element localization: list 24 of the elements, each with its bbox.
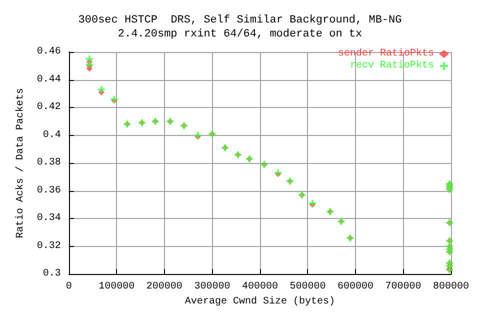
x-tick-label: 800000 xyxy=(432,282,470,293)
x-tick-label: 300000 xyxy=(194,282,230,293)
y-tick-label: 0.46 xyxy=(36,46,61,58)
legend-label: sender RatioPkts xyxy=(338,48,434,60)
y-tick-label: 0.38 xyxy=(36,158,61,169)
x-tick-label: 700000 xyxy=(385,282,422,293)
y-tick-label: 0.34 xyxy=(36,213,61,224)
y-tick-label: 0.36 xyxy=(36,185,61,196)
x-axis-title: Average Cwnd Size (bytes) xyxy=(184,296,335,308)
x-tick-label: 100000 xyxy=(98,282,135,293)
chart-subtitle: 2.4.20smp rxint 64/64, moderate on tx xyxy=(118,28,363,40)
x-tick-label: 600000 xyxy=(337,282,374,293)
y-tick-label: 0.3 xyxy=(42,268,61,280)
y-tick-label: 0.44 xyxy=(36,74,61,86)
y-tick-label: 0.4 xyxy=(42,130,61,141)
chart-title: 300sec HSTCP DRS, Self Similar Background, MB-NG xyxy=(78,14,402,26)
x-tick-label: 500000 xyxy=(290,282,326,293)
x-tick-label: 200000 xyxy=(146,282,182,293)
x-tick-label: 400000 xyxy=(242,282,278,293)
y-tick-label: 0.32 xyxy=(36,240,61,252)
y-axis-title: Ratio Acks / Data Packets xyxy=(14,88,26,238)
y-tick-label: 0.42 xyxy=(36,102,61,114)
x-tick-label: 0 xyxy=(66,282,72,293)
legend-label: recv RatioPkts xyxy=(350,60,434,72)
